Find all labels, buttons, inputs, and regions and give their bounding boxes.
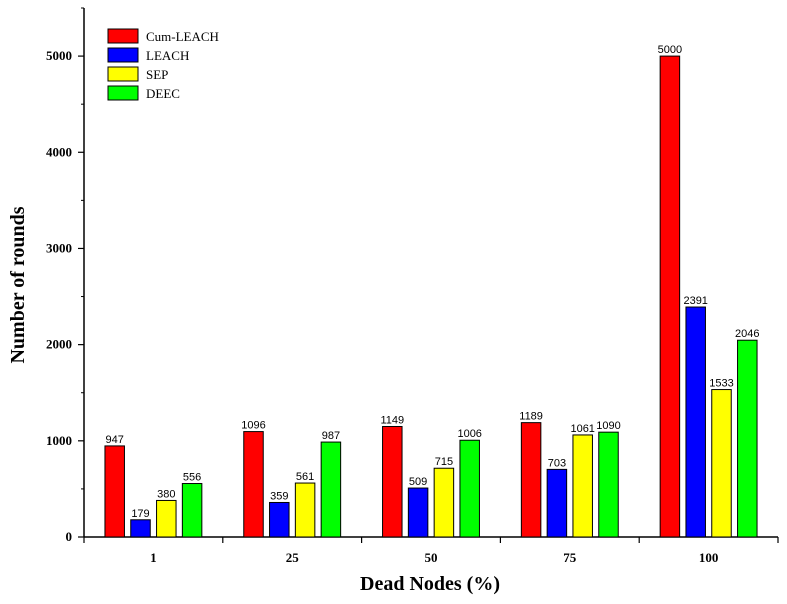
- bar-deec: [459, 439, 480, 538]
- y-axis: 0 1000 2000 3000 4000 5000: [46, 7, 85, 544]
- bar-leach: [269, 501, 290, 538]
- bar-sep: [294, 482, 316, 538]
- data-label: 987: [322, 430, 340, 442]
- y-tick-label: 3000: [46, 240, 72, 255]
- data-label: 2391: [683, 295, 707, 307]
- bar-sep: [572, 434, 593, 538]
- legend-swatch: [107, 85, 139, 101]
- bar-deec: [737, 339, 758, 538]
- data-labels: 947 179 380 556 1096 359 561 987 1149 509 715 1006 1…: [106, 44, 760, 520]
- data-label: 1061: [570, 423, 594, 435]
- y-tick-label: 2000: [46, 337, 72, 352]
- x-tick-label: 100: [699, 550, 719, 565]
- data-label: 561: [296, 471, 314, 483]
- data-label: 703: [548, 457, 566, 469]
- data-label: 380: [157, 488, 175, 500]
- legend-label: SEP: [146, 67, 168, 82]
- x-axis: 1 25 50 75 100: [83, 536, 779, 565]
- bar-deec: [598, 431, 619, 538]
- y-tick-label: 5000: [46, 48, 72, 63]
- x-tick-label: 50: [425, 550, 438, 565]
- data-label: 359: [270, 490, 288, 502]
- bar-cum-leach: [659, 55, 681, 538]
- y-tick-label: 4000: [46, 144, 72, 159]
- data-label: 1533: [709, 378, 733, 390]
- bar-leach: [407, 487, 429, 538]
- bar-cum-leach: [104, 445, 125, 538]
- bar-cum-leach: [243, 431, 264, 538]
- data-label: 179: [131, 508, 149, 520]
- bar-sep: [711, 389, 732, 538]
- bar-cum-leach: [382, 425, 403, 538]
- data-label: 1006: [457, 428, 481, 440]
- bar-leach: [546, 468, 568, 538]
- legend-swatch: [107, 66, 139, 82]
- data-label: 1149: [380, 414, 404, 426]
- legend-label: LEACH: [146, 48, 189, 63]
- bar-leach: [130, 519, 151, 538]
- y-tick-label: 1000: [46, 433, 72, 448]
- bar-sep: [156, 499, 177, 538]
- bar-sep: [433, 467, 455, 538]
- legend-label: Cum-LEACH: [146, 29, 219, 44]
- data-label: 1096: [241, 420, 265, 432]
- x-tick-label: 25: [286, 550, 300, 565]
- data-label: 1090: [596, 420, 620, 432]
- data-label: 947: [106, 434, 124, 446]
- data-label: 5000: [658, 44, 682, 56]
- bars: [104, 55, 758, 538]
- legend-swatch: [107, 47, 139, 63]
- data-label: 509: [409, 476, 427, 488]
- y-tick-label: 0: [66, 529, 73, 544]
- data-label: 715: [435, 456, 453, 468]
- data-label: 556: [183, 472, 201, 484]
- bar-cum-leach: [520, 422, 542, 538]
- legend-label: DEEC: [146, 86, 180, 101]
- x-tick-label: 1: [150, 550, 157, 565]
- x-axis-title: Dead Nodes (%): [360, 573, 500, 595]
- bar-leach: [685, 306, 706, 538]
- bar-deec: [181, 483, 203, 538]
- legend: Cum-LEACH LEACH SEP DEEC: [107, 28, 219, 101]
- x-tick-label: 75: [563, 550, 577, 565]
- data-label: 2046: [735, 328, 759, 340]
- data-label: 1189: [519, 411, 543, 423]
- bar-deec: [320, 441, 342, 538]
- legend-swatch: [107, 28, 139, 44]
- y-axis-title: Number of rounds: [7, 206, 29, 363]
